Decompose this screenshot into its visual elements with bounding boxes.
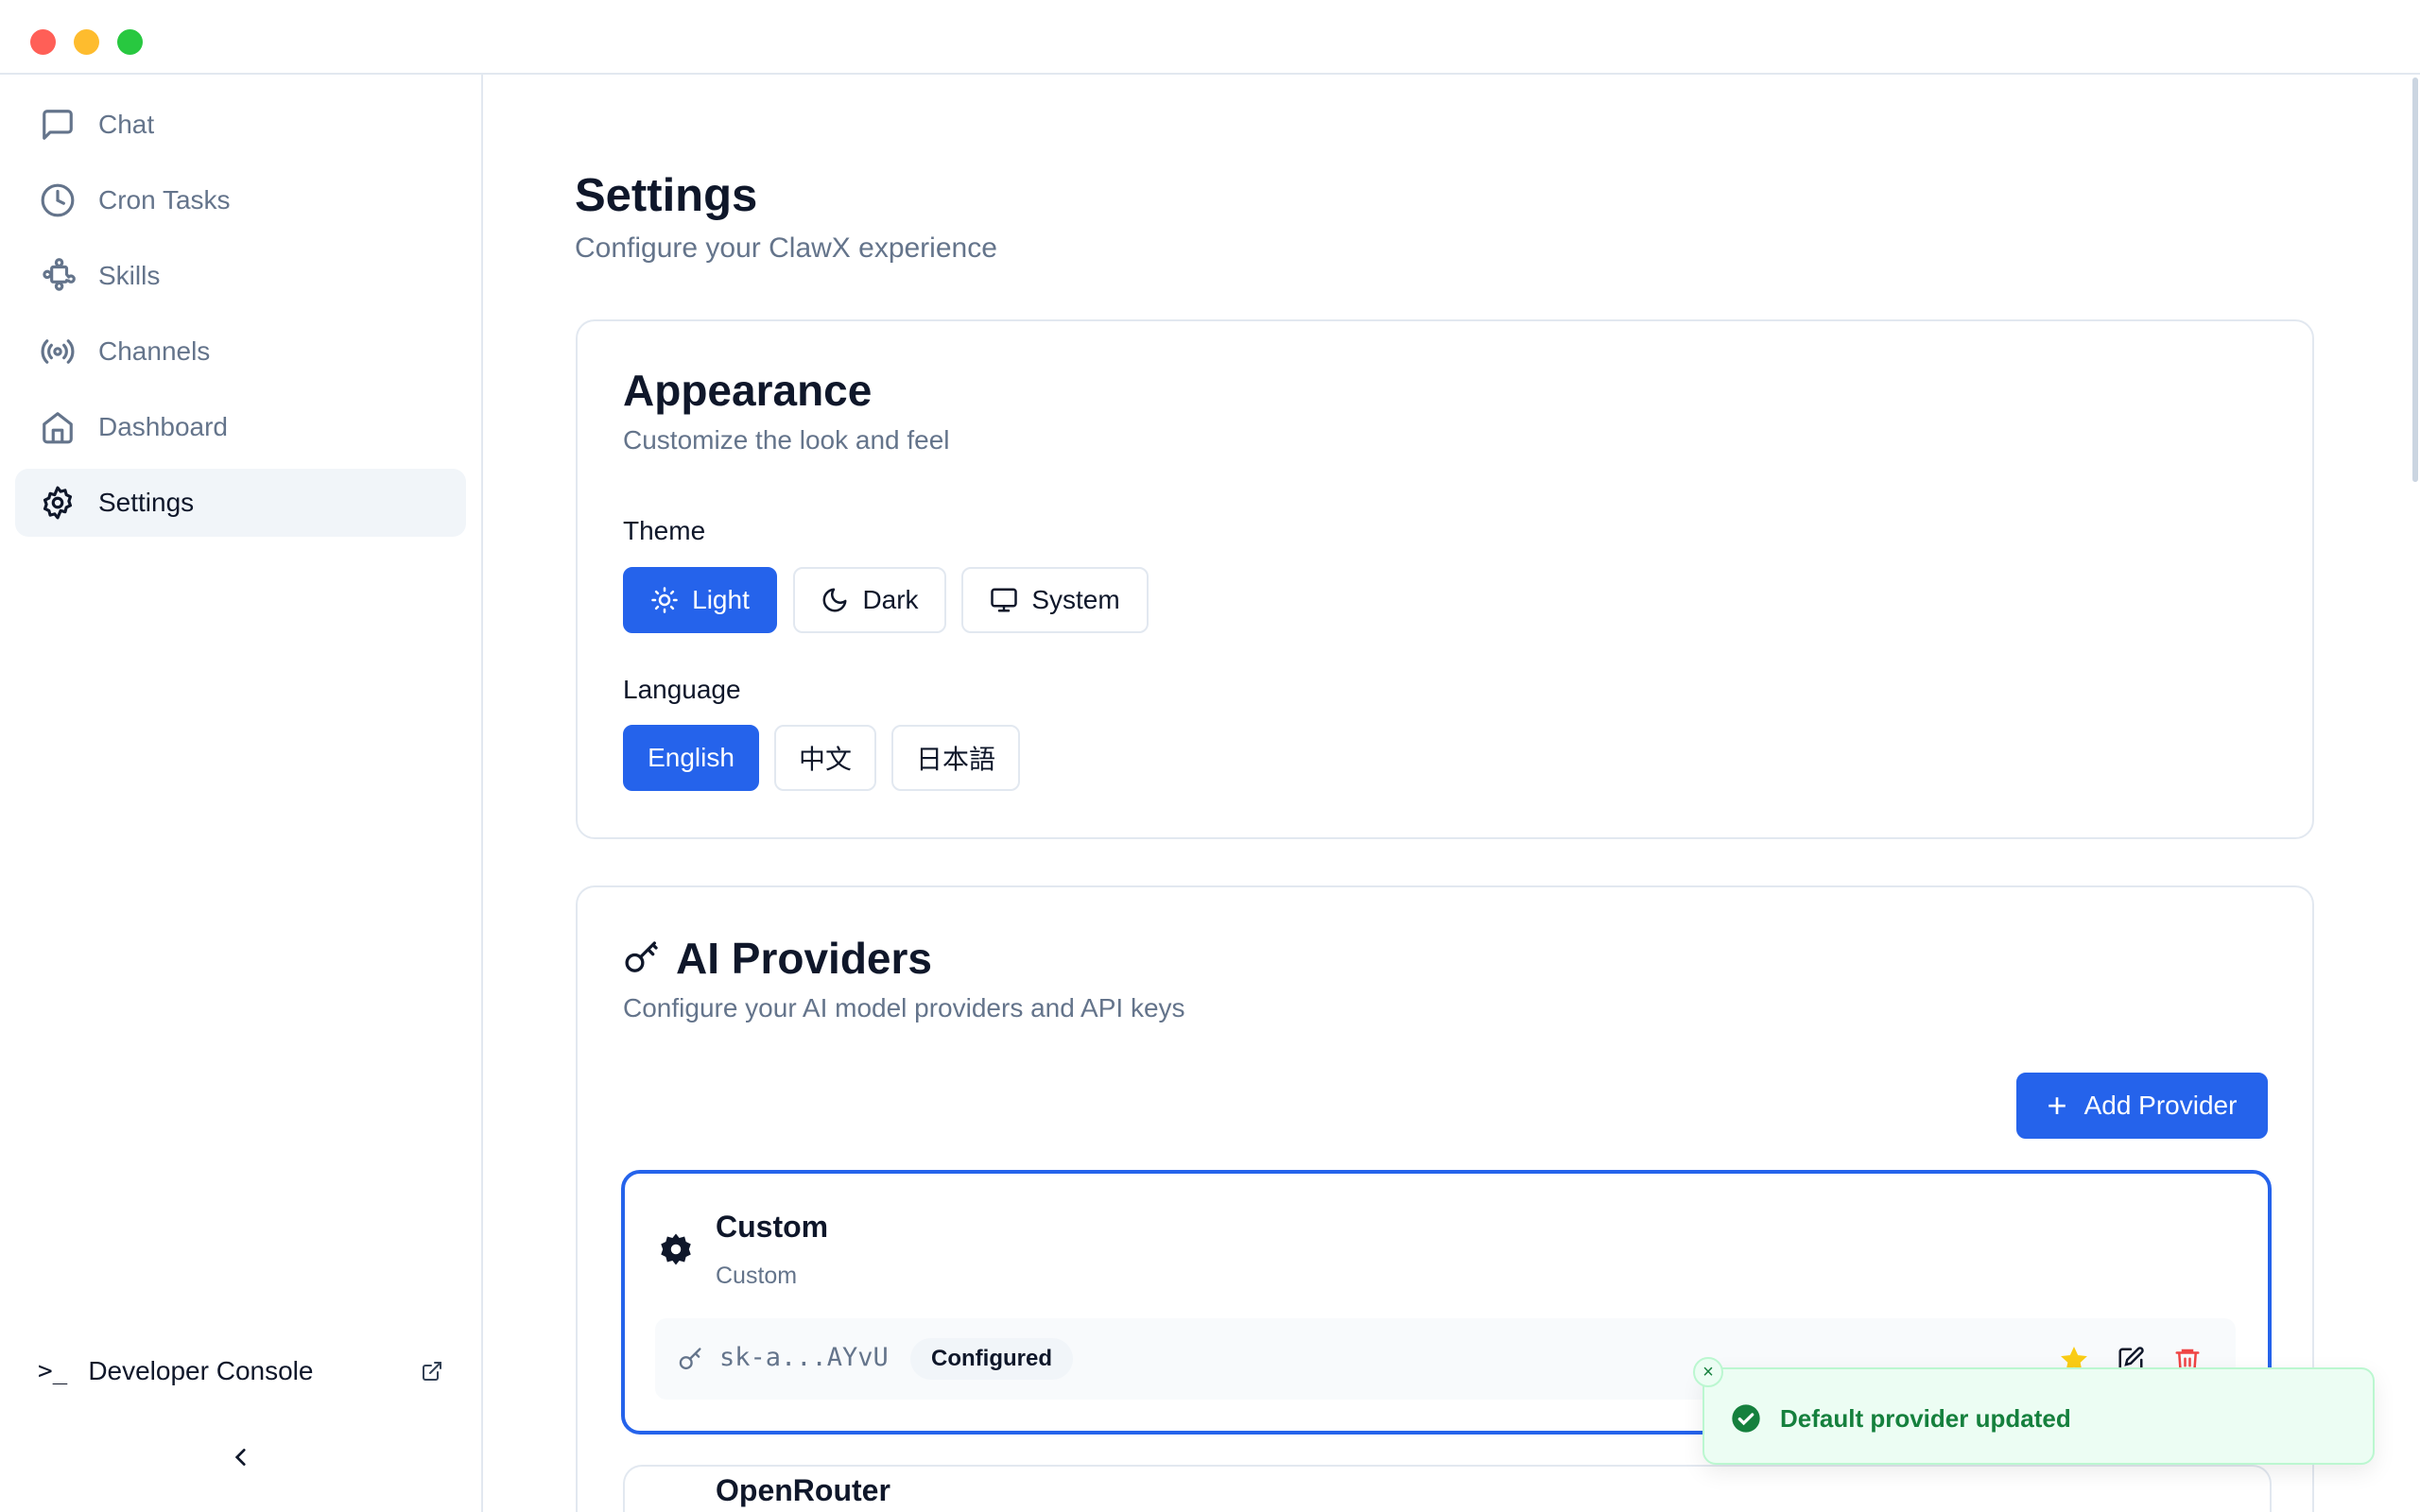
api-key-masked: sk-a...AYvU — [719, 1343, 889, 1372]
scrollbar[interactable] — [2412, 77, 2418, 482]
monitor-icon — [991, 588, 1018, 612]
theme-light-button[interactable]: Light — [623, 567, 777, 633]
appearance-title: Appearance — [623, 366, 873, 415]
plus-icon: + — [2047, 1086, 2067, 1125]
theme-system-button[interactable]: System — [961, 567, 1149, 633]
radio-icon — [41, 339, 75, 364]
toast-close-button[interactable]: × — [1693, 1357, 1723, 1387]
key-icon — [625, 941, 658, 972]
add-provider-button[interactable]: + Add Provider — [2016, 1073, 2268, 1139]
providers-title: AI Providers — [676, 934, 932, 983]
toast-message: Default provider updated — [1780, 1404, 2071, 1433]
main-content: Settings Configure your ClawX experience… — [485, 75, 2420, 1512]
gear-icon — [43, 486, 73, 520]
language-label: Language — [623, 675, 741, 704]
sidebar-item-label: Dashboard — [98, 412, 228, 441]
home-icon — [43, 412, 73, 444]
collapse-sidebar-chevron-icon[interactable] — [229, 1445, 253, 1469]
theme-light-label: Light — [692, 585, 750, 614]
sun-icon — [651, 587, 678, 613]
title-bar — [0, 0, 2420, 75]
moon-icon — [823, 588, 847, 612]
star-icon[interactable] — [2060, 1346, 2088, 1374]
page-subtitle: Configure your ClawX experience — [575, 232, 997, 264]
sidebar-item-skills[interactable]: Skills — [15, 242, 466, 310]
sidebar: Chat Cron Tasks Skills Channels Dashboar… — [0, 75, 483, 1512]
appearance-subtitle: Customize the look and feel — [623, 425, 950, 455]
external-link-icon[interactable] — [421, 1360, 443, 1383]
provider-card-openrouter[interactable]: OpenRouter — [623, 1465, 2272, 1512]
sidebar-item-channels[interactable]: Channels — [15, 318, 466, 386]
developer-console-link[interactable]: >_ Developer Console — [38, 1356, 313, 1386]
sidebar-item-label: Chat — [98, 110, 155, 139]
language-japanese-button[interactable]: 日本語 — [891, 725, 1020, 791]
provider-name: Custom — [716, 1210, 829, 1244]
language-chinese-button[interactable]: 中文 — [774, 725, 876, 791]
maximize-window-button[interactable] — [117, 29, 143, 55]
check-circle-icon — [1732, 1404, 1760, 1433]
providers-subtitle: Configure your AI model providers and AP… — [623, 993, 1185, 1022]
sidebar-item-settings[interactable]: Settings — [15, 469, 466, 537]
toast-notification: Default provider updated — [1703, 1367, 2375, 1465]
close-window-button[interactable] — [30, 29, 56, 55]
theme-label: Theme — [623, 516, 706, 545]
theme-dark-label: Dark — [862, 585, 919, 614]
sidebar-item-label: Channels — [98, 336, 211, 366]
sidebar-item-dashboard[interactable]: Dashboard — [15, 393, 466, 461]
provider-name: OpenRouter — [716, 1473, 890, 1507]
developer-console-label: Developer Console — [88, 1356, 314, 1385]
sidebar-item-label: Skills — [98, 261, 161, 290]
language-english-button[interactable]: English — [623, 725, 759, 791]
appearance-card: Appearance Customize the look and feel T… — [576, 319, 2314, 839]
key-icon — [679, 1348, 701, 1370]
sidebar-item-cron-tasks[interactable]: Cron Tasks — [15, 166, 466, 234]
theme-dark-button[interactable]: Dark — [793, 567, 946, 633]
minimize-window-button[interactable] — [74, 29, 99, 55]
gear-icon — [661, 1233, 691, 1265]
message-square-icon — [43, 110, 73, 140]
sidebar-item-chat[interactable]: Chat — [15, 91, 466, 159]
sidebar-item-label: Cron Tasks — [98, 185, 231, 215]
add-provider-label: Add Provider — [2083, 1091, 2238, 1120]
theme-system-label: System — [1031, 585, 1120, 614]
terminal-icon: >_ — [38, 1357, 68, 1385]
clock-icon — [41, 183, 75, 217]
configured-badge: Configured — [910, 1338, 1073, 1380]
puzzle-icon — [43, 258, 76, 291]
sidebar-item-label: Settings — [98, 488, 195, 517]
page-title: Settings — [575, 170, 758, 221]
provider-type: Custom — [716, 1263, 798, 1289]
